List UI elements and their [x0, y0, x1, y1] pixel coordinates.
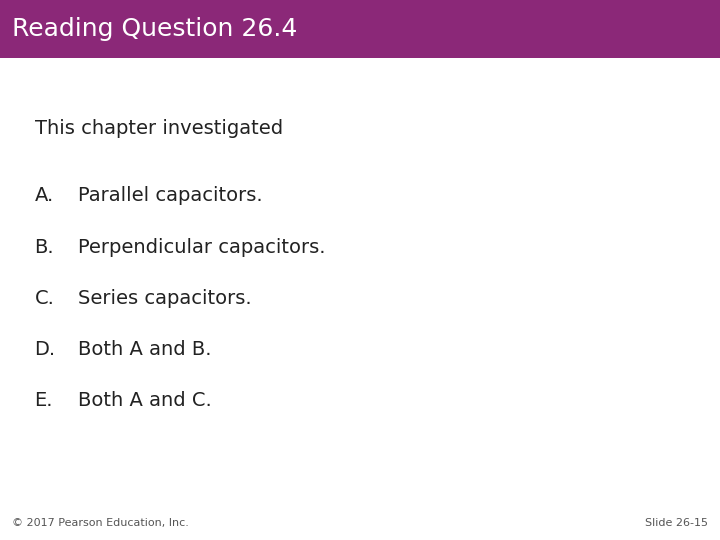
Text: Slide 26-15: Slide 26-15 — [646, 518, 708, 528]
Text: Parallel capacitors.: Parallel capacitors. — [78, 186, 262, 205]
Text: Both A and C.: Both A and C. — [78, 392, 212, 410]
Text: Both A and B.: Both A and B. — [78, 340, 211, 359]
Text: This chapter investigated: This chapter investigated — [35, 119, 283, 138]
Text: B.: B. — [35, 238, 54, 256]
FancyBboxPatch shape — [0, 0, 720, 58]
Text: D.: D. — [35, 340, 55, 359]
Text: Perpendicular capacitors.: Perpendicular capacitors. — [78, 238, 325, 256]
Text: Series capacitors.: Series capacitors. — [78, 289, 251, 308]
Text: © 2017 Pearson Education, Inc.: © 2017 Pearson Education, Inc. — [12, 518, 189, 528]
Text: A.: A. — [35, 186, 54, 205]
Text: C.: C. — [35, 289, 55, 308]
Text: E.: E. — [35, 392, 53, 410]
Text: Reading Question 26.4: Reading Question 26.4 — [12, 17, 297, 41]
